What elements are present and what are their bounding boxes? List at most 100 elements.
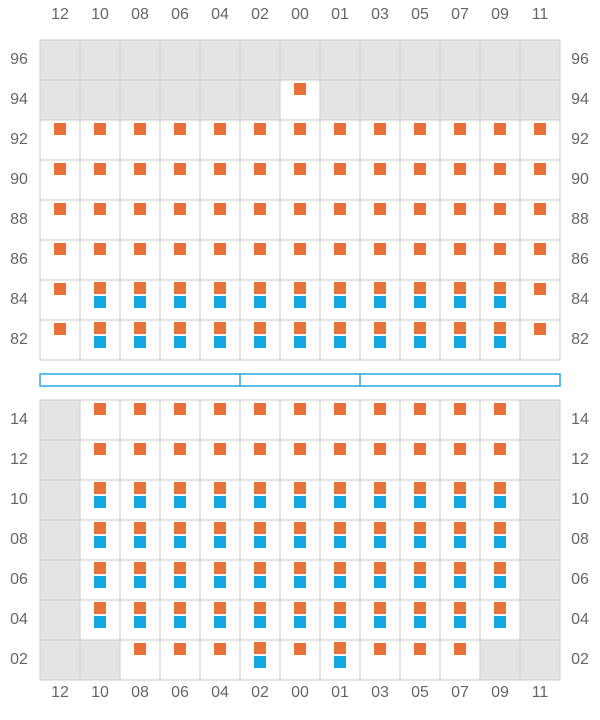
column-label: 12 [51, 684, 69, 701]
cell [399, 199, 441, 241]
cell-unavailable [519, 639, 561, 681]
marker-orange [334, 482, 346, 494]
marker-orange [454, 282, 466, 294]
marker-orange [174, 322, 186, 334]
marker-blue [94, 536, 106, 548]
marker-orange [534, 163, 546, 175]
marker-blue [134, 336, 146, 348]
column-label: 11 [532, 684, 549, 701]
cell [199, 399, 241, 441]
marker-orange [134, 522, 146, 534]
marker-orange [414, 163, 426, 175]
cell [159, 199, 201, 241]
marker-blue [414, 576, 426, 588]
marker-blue [294, 336, 306, 348]
marker-orange [294, 282, 306, 294]
column-label: 05 [411, 6, 429, 23]
marker-orange [134, 443, 146, 455]
marker-blue [174, 616, 186, 628]
row-label: 10 [571, 491, 589, 508]
cell-unavailable [479, 639, 521, 681]
row-label: 84 [10, 291, 28, 308]
row-label: 12 [10, 451, 28, 468]
separator [39, 373, 561, 387]
marker-orange [214, 443, 226, 455]
marker-orange [454, 123, 466, 135]
row-label: 04 [571, 611, 589, 628]
marker-orange [94, 322, 106, 334]
marker-orange [134, 403, 146, 415]
cell-unavailable [79, 39, 121, 81]
marker-orange [374, 322, 386, 334]
marker-orange [174, 403, 186, 415]
cell-unavailable [519, 79, 561, 121]
marker-blue [94, 336, 106, 348]
cell-unavailable [159, 79, 201, 121]
marker-orange [534, 283, 546, 295]
row-label: 86 [10, 251, 28, 268]
cell-unavailable [399, 39, 441, 81]
marker-orange [254, 322, 266, 334]
marker-blue [174, 536, 186, 548]
marker-orange [494, 203, 506, 215]
marker-orange [494, 522, 506, 534]
marker-orange [254, 203, 266, 215]
marker-blue [174, 496, 186, 508]
marker-orange [294, 562, 306, 574]
marker-orange [334, 322, 346, 334]
marker-orange [334, 602, 346, 614]
column-label: 09 [491, 684, 509, 701]
marker-orange [334, 562, 346, 574]
marker-orange [174, 123, 186, 135]
marker-orange [414, 403, 426, 415]
marker-orange [254, 163, 266, 175]
marker-blue [454, 616, 466, 628]
marker-blue [454, 576, 466, 588]
cell-unavailable [39, 79, 81, 121]
marker-blue [454, 296, 466, 308]
marker-blue [174, 336, 186, 348]
marker-orange [214, 163, 226, 175]
marker-orange [414, 562, 426, 574]
row-label: 92 [571, 131, 589, 148]
row-label: 96 [10, 51, 28, 68]
cell-unavailable [119, 39, 161, 81]
marker-orange [214, 203, 226, 215]
row-label: 94 [571, 91, 589, 108]
column-label: 01 [331, 684, 349, 701]
row-label: 08 [571, 531, 589, 548]
marker-orange [94, 163, 106, 175]
marker-orange [254, 282, 266, 294]
column-label: 09 [491, 6, 509, 23]
column-label: 04 [211, 684, 229, 701]
row-label: 82 [10, 331, 28, 348]
row-label: 82 [571, 331, 589, 348]
cell-unavailable [519, 559, 561, 601]
marker-orange [414, 443, 426, 455]
column-label: 05 [411, 684, 429, 701]
marker-orange [94, 602, 106, 614]
cell-unavailable [79, 639, 121, 681]
marker-orange [454, 522, 466, 534]
row-label: 12 [571, 451, 589, 468]
column-label: 02 [251, 6, 269, 23]
marker-blue [294, 616, 306, 628]
marker-blue [94, 576, 106, 588]
marker-blue [374, 616, 386, 628]
marker-orange [334, 243, 346, 255]
marker-blue [494, 296, 506, 308]
column-label: 10 [91, 6, 109, 23]
marker-orange [254, 403, 266, 415]
marker-orange [534, 123, 546, 135]
marker-orange [134, 562, 146, 574]
marker-orange [454, 243, 466, 255]
marker-orange [94, 562, 106, 574]
row-label: 86 [571, 251, 589, 268]
row-label: 88 [571, 211, 589, 228]
cell [359, 399, 401, 441]
marker-orange [334, 522, 346, 534]
marker-blue [414, 296, 426, 308]
marker-blue [94, 616, 106, 628]
column-label: 06 [171, 6, 189, 23]
row-label: 08 [10, 531, 28, 548]
